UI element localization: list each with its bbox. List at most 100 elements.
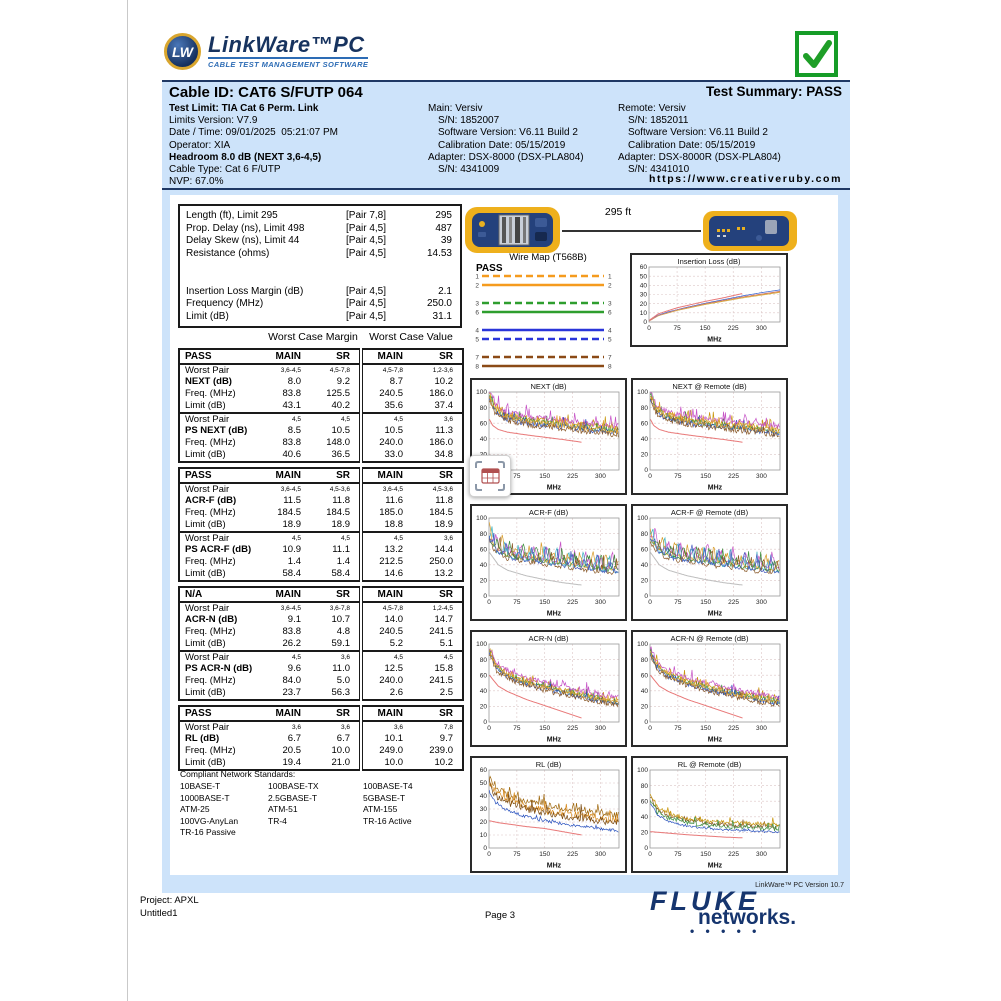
row-label-cell: Worst Pair <box>185 603 230 614</box>
summary-row <box>180 260 460 273</box>
value-cell: 3,6 <box>412 531 463 544</box>
trace-line <box>489 532 619 575</box>
column-header-cell: SR <box>412 706 463 722</box>
table-row: Freq. (MHz) 84.0 5.0 240.0 241.5 <box>179 675 463 687</box>
measurement-table: PASS MAIN SR MAIN SR Worst Pair 3,6 3,6 3,6 7,8 RL… <box>178 705 464 771</box>
column-header-cell: MAIN <box>259 349 310 365</box>
value-cell: 43.1 <box>282 400 302 411</box>
value-cell: 4,5 <box>359 412 412 425</box>
value-cell: 3,6-4,5 <box>359 483 412 495</box>
standard-item: 5GBASE-T <box>363 792 406 803</box>
standard-item: TR-16 Active <box>363 815 412 826</box>
limit-line <box>649 293 743 321</box>
y-tick-label: 80 <box>480 405 488 412</box>
column-header-cell: MAIN <box>359 468 412 484</box>
value-cell: 8.7 <box>359 376 412 388</box>
y-tick-label: 30 <box>480 806 488 813</box>
x-tick-label: 75 <box>513 473 521 480</box>
x-axis-label: MHz <box>547 611 562 618</box>
table-row: Worst Pair 3,6 3,6 3,6 7,8 <box>179 721 463 733</box>
limit-line <box>650 552 743 586</box>
value-cell: 186.0 <box>429 437 453 448</box>
table-row: Worst Pair 3,6-4,5 4,5-3,6 3,6-4,5 4,5-3,6 <box>179 483 463 495</box>
chart-svg: RL @ Remote (dB) 0 20 40 60 80 100 0 75 150 225 300… <box>637 760 781 870</box>
report-header: Cable ID: CAT6 S/FUTP 064 Test Summary: … <box>162 80 850 190</box>
summary-label <box>180 273 346 286</box>
standards-columns: 10BASE-T 1000BASE-T ATM-25 100VG-AnyLan TR-1… <box>180 781 451 838</box>
project-label: Project: APXL Untitled1 <box>140 895 199 920</box>
header-left-column: Test Limit: TIA Cat 6 Perm. Link Limits V… <box>169 103 338 188</box>
table-header-row: PASS MAIN SR MAIN SR <box>179 468 463 484</box>
value-cell: 5.0 <box>336 675 350 686</box>
y-tick-label: 40 <box>480 688 488 695</box>
row-label-cell: Freq. (MHz) <box>185 626 236 637</box>
value-cell: 10.2 <box>434 376 454 387</box>
next-remote-chart: NEXT @ Remote (dB) 0 20 40 60 80 100 0 75 150 225 3… <box>631 378 788 495</box>
summary-pair: [Pair 7,8] <box>346 210 387 221</box>
table-row: Limit (dB) 18.9 18.9 18.8 18.9 <box>179 519 463 532</box>
y-tick-label: 80 <box>641 405 649 412</box>
wiremap-title: Wire Map (T568B) <box>509 252 587 263</box>
value-cell: 10.1 <box>359 733 412 745</box>
value-cell: 18.9 <box>434 519 454 530</box>
value-cell: 184.5 <box>429 507 453 518</box>
y-tick-label: 0 <box>644 467 648 474</box>
y-tick-label: 20 <box>641 452 649 459</box>
x-tick-label: 75 <box>674 473 682 480</box>
value-cell: 10.9 <box>282 544 302 555</box>
trace-line <box>650 392 780 430</box>
x-tick-label: 150 <box>700 599 711 606</box>
value-cell: 40.6 <box>282 449 302 460</box>
trace-line <box>649 289 780 322</box>
wire-pin-label: 2 <box>608 283 612 290</box>
column-header-cell: MAIN <box>359 706 412 722</box>
worst-case-margin-header: Worst Case Margin <box>268 331 358 343</box>
summary-pair: [Pair 4,5] <box>346 310 387 322</box>
x-tick-label: 225 <box>728 851 739 858</box>
linkware-logo: LW LinkWare™PC CABLE TEST MANAGEMENT SOF… <box>164 33 369 70</box>
table-header-row: PASS MAIN SR MAIN SR <box>179 349 463 365</box>
chart-title: ACR-N @ Remote (dB) <box>670 634 749 643</box>
header-line: S/N: 4341010 <box>628 164 690 176</box>
trace-line <box>489 651 619 705</box>
x-tick-label: 0 <box>487 725 491 732</box>
y-tick-label: 100 <box>476 389 487 396</box>
wiremap-diagram: 1122336644557788SS <box>468 270 628 389</box>
x-tick-label: 150 <box>539 473 550 480</box>
plot-border <box>649 391 781 471</box>
value-cell: 4.8 <box>336 626 350 637</box>
row-label-cell: Worst Pair <box>179 650 259 663</box>
row-label-cell: PS ACR-F (dB) <box>185 544 252 555</box>
value-cell: 4,5-3,6 <box>329 486 350 493</box>
header-line: S/N: 1852007 <box>438 115 500 127</box>
value-cell: 13.2 <box>359 544 412 556</box>
value-cell: 4,5-7,8 <box>359 364 412 376</box>
value-cell: 1.4 <box>336 556 350 567</box>
value-cell: 1,2-4,5 <box>432 605 453 612</box>
value-cell: 40.2 <box>331 400 351 411</box>
column-header-cell: SR <box>412 587 463 603</box>
plot-border <box>648 266 781 323</box>
table-row: Freq. (MHz) 83.8 148.0 240.0 186.0 <box>179 437 463 449</box>
value-cell: 3,6 <box>291 724 301 731</box>
table-row: PS NEXT (dB) 8.5 10.5 10.5 11.3 <box>179 425 463 437</box>
wire-pin-label: 7 <box>475 355 479 362</box>
standard-item: 100VG-AnyLan <box>180 815 239 826</box>
table-row: Worst Pair 3,6-4,5 3,6-7,8 4,5-7,8 1,2-4,5 <box>179 602 463 614</box>
wire-pin-label: 5 <box>475 337 479 344</box>
y-tick-label: 40 <box>480 436 488 443</box>
header-line: Cable Type: Cat 6 F/UTP <box>169 164 281 176</box>
y-tick-label: 100 <box>637 641 648 648</box>
badge-text: LW <box>172 43 193 60</box>
chart-svg: ACR-N @ Remote (dB) 0 20 40 60 80 100 0 75 150 225… <box>637 634 781 744</box>
value-cell: 9.2 <box>336 376 350 387</box>
y-tick-label: 0 <box>483 845 487 852</box>
summary-row: Frequency (MHz) [Pair 4,5] 250.0 <box>180 298 460 311</box>
y-tick-label: 40 <box>641 562 649 569</box>
y-tick-label: 60 <box>641 420 649 427</box>
trace-line <box>650 793 780 827</box>
trace-line <box>489 395 619 435</box>
value-cell: 2.5 <box>439 687 453 698</box>
value-cell: 7,8 <box>443 724 453 731</box>
chart-title: ACR-F (dB) <box>529 508 569 517</box>
